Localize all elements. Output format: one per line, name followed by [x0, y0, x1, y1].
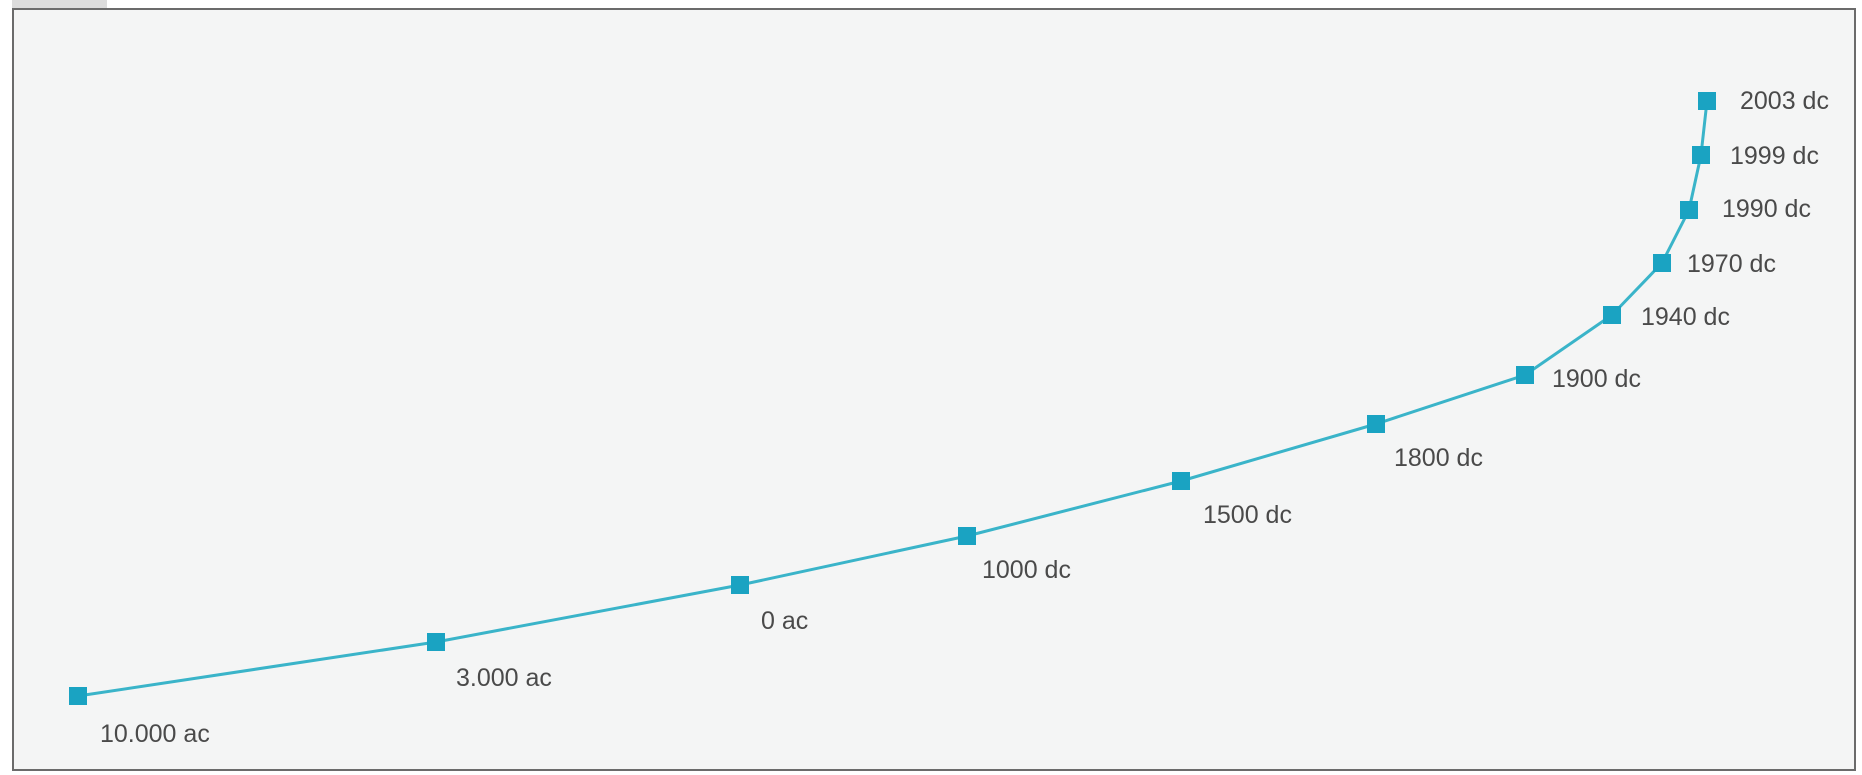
data-point-label: 1999 dc — [1730, 142, 1819, 170]
data-point-marker — [1367, 415, 1385, 433]
data-point-label: 1900 dc — [1552, 365, 1641, 393]
data-point-marker — [69, 687, 87, 705]
data-point-label: 2003 dc — [1740, 87, 1829, 115]
chart-frame — [12, 8, 1856, 771]
marker-layer — [69, 92, 1716, 705]
series-line — [77, 100, 1709, 698]
data-point-label: 10.000 ac — [100, 720, 210, 748]
data-point-label: 0 ac — [761, 607, 808, 635]
window-corner-tab — [12, 0, 107, 8]
data-point-label: 1990 dc — [1722, 195, 1811, 223]
data-point-marker — [1680, 201, 1698, 219]
data-point-marker — [427, 633, 445, 651]
data-point-marker — [1603, 306, 1621, 324]
data-point-marker — [958, 527, 976, 545]
data-point-marker — [1172, 472, 1190, 490]
data-point-label: 1000 dc — [982, 556, 1071, 584]
data-point-label: 1800 dc — [1394, 444, 1483, 472]
data-point-label: 1970 dc — [1687, 250, 1776, 278]
data-point-label: 1500 dc — [1203, 501, 1292, 529]
data-point-marker — [1692, 146, 1710, 164]
data-point-marker — [1653, 254, 1671, 272]
data-point-label: 1940 dc — [1641, 303, 1730, 331]
data-point-label: 3.000 ac — [456, 664, 552, 692]
line-layer — [77, 100, 1709, 698]
label-layer: 10.000 ac 3.000 ac 0 ac 1000 dc 1500 dc 1800 … — [100, 87, 1829, 748]
data-point-marker — [1698, 92, 1716, 110]
data-point-marker — [731, 576, 749, 594]
data-point-marker — [1516, 366, 1534, 384]
